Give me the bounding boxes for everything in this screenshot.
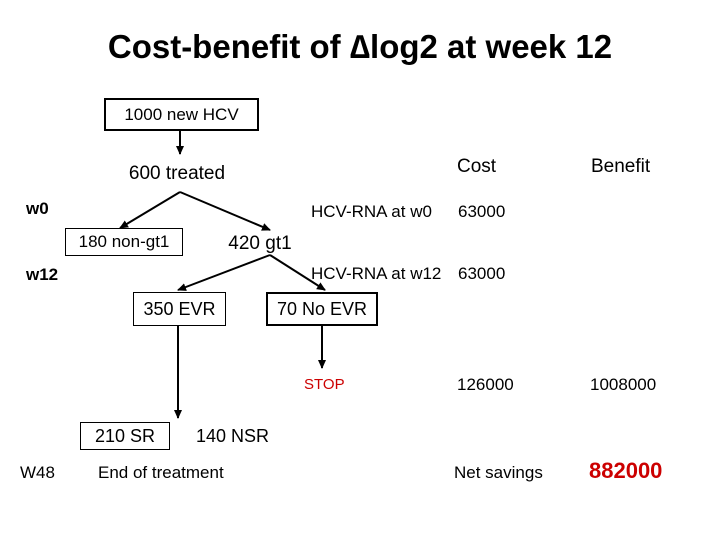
row-rna-w0-label: HCV-RNA at w0 — [311, 202, 432, 221]
node-140-nsr: 140 NSR — [196, 426, 270, 446]
node-420-label: 420 gt1 — [228, 233, 292, 254]
row-rna-w0-cost: 63000 — [458, 202, 506, 221]
arrow-gt1-to-noevr — [269, 254, 326, 291]
node-420-gt1: 420 gt1 — [218, 230, 302, 258]
node-70-no-evr: 70 No EVR — [266, 292, 378, 326]
stop-label: STOP — [304, 376, 345, 393]
node-1000-new-hcv: 1000 new HCV — [104, 98, 259, 131]
node-600-label: 600 treated — [128, 163, 226, 184]
node-1000-label: 1000 new HCV — [124, 104, 239, 124]
row-rna-w12-label: HCV-RNA at w12 — [311, 264, 442, 283]
header-cost: Cost — [457, 156, 497, 177]
stop-benefit: 1008000 — [590, 375, 657, 394]
net-savings-label: Net savings — [454, 463, 543, 482]
arrow-gt1-to-evr — [177, 254, 271, 291]
stop-cost: 126000 — [457, 375, 514, 394]
node-70-label: 70 No EVR — [276, 298, 368, 319]
node-210-label: 210 SR — [94, 425, 156, 446]
header-benefit: Benefit — [591, 156, 651, 177]
node-180-label: 180 non-gt1 — [78, 232, 170, 251]
end-of-treatment-label: End of treatment — [98, 463, 224, 482]
timepoint-w12: w12 — [26, 265, 59, 284]
timepoint-w48: W48 — [20, 463, 55, 482]
net-savings-value: 882000 — [589, 458, 663, 483]
node-600-treated: 600 treated — [112, 156, 242, 192]
node-350-evr: 350 EVR — [133, 292, 226, 326]
row-rna-w12-cost: 63000 — [458, 264, 506, 283]
node-210-sr: 210 SR — [80, 422, 170, 450]
node-180-non-gt1: 180 non-gt1 — [65, 228, 183, 256]
arrow-treated-to-nongt1 — [119, 191, 181, 229]
timepoint-w0: w0 — [26, 199, 49, 218]
arrow-treated-to-gt1 — [179, 191, 271, 231]
page-title: Cost-benefit of ∆log2 at week 12 — [107, 28, 613, 65]
node-350-label: 350 EVR — [143, 298, 216, 319]
